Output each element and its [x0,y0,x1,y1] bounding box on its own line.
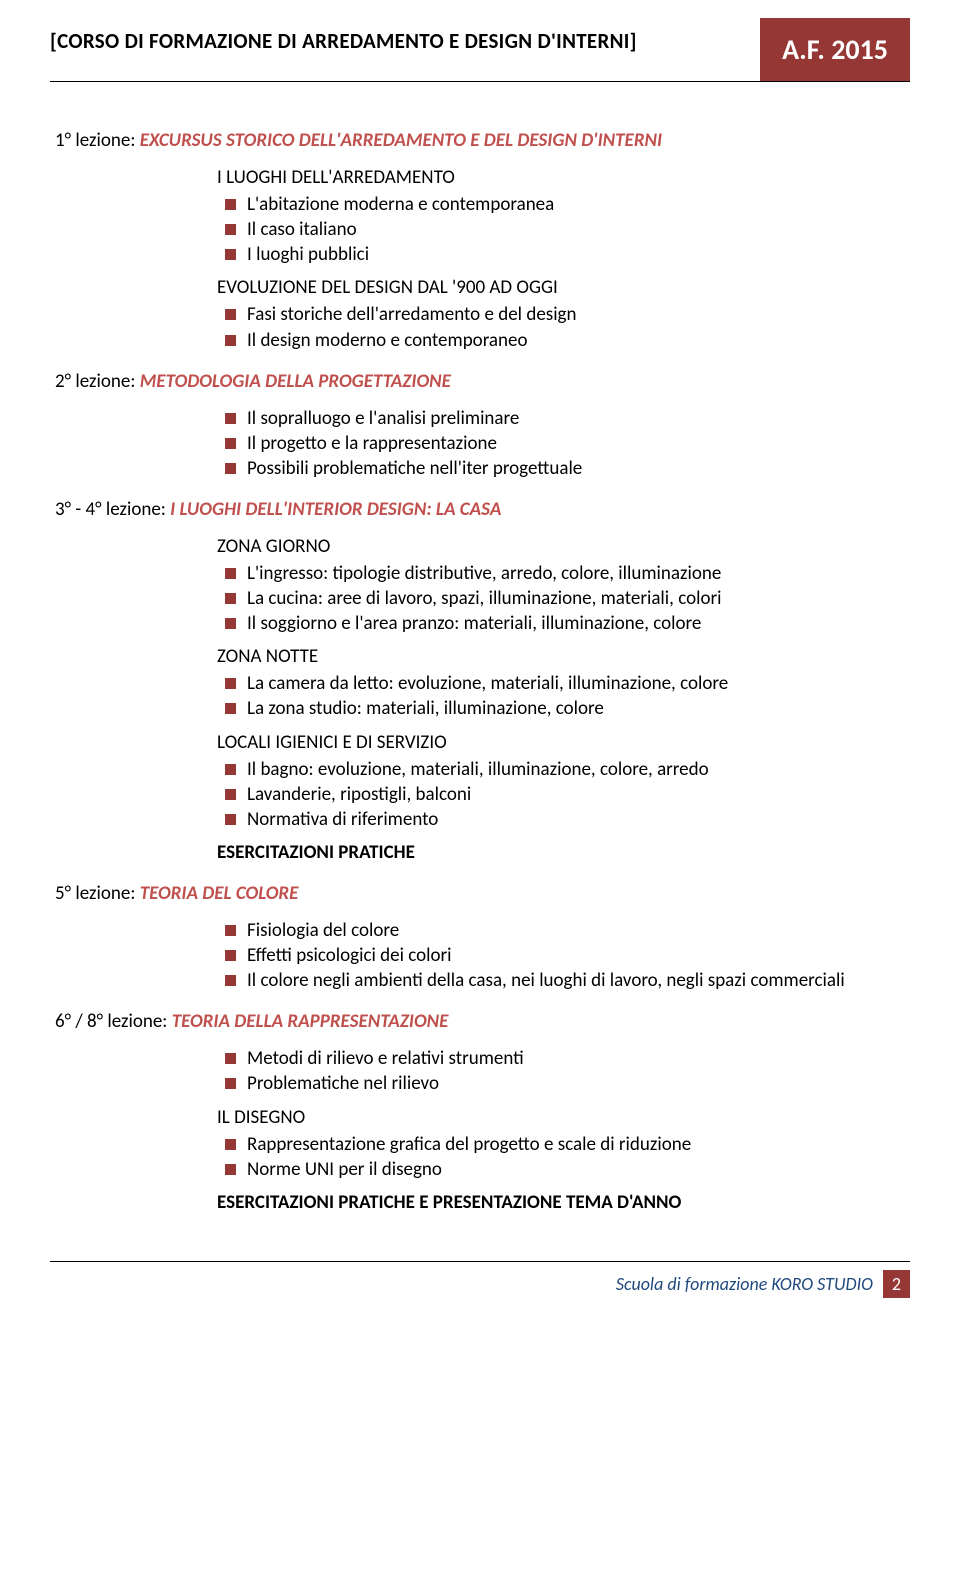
list-item: Normativa di riferimento [217,807,905,832]
lesson-label: 6° / 8° lezione: [55,1010,172,1033]
list-item: I luoghi pubblici [217,242,905,267]
list-item: Problematiche nel rilievo [217,1071,905,1096]
footer-text: Scuola di formazione KORO STUDIO [616,1273,873,1295]
lesson-title: EXCURSUS STORICO DELL'ARREDAMENTO E DEL … [140,129,662,152]
lesson-title: TEORIA DELLA RAPPRESENTAZIONE [172,1010,449,1033]
section-heading: EVOLUZIONE DEL DESIGN DAL '900 AD OGGI [217,275,905,300]
lesson-heading-5: 5° lezione: TEORIA DEL COLORE [55,881,905,906]
list-item: La camera da letto: evoluzione, material… [217,671,905,696]
bullet-list: L'abitazione moderna e contemporanea Il … [217,192,905,267]
list-item: Il soggiorno e l'area pranzo: materiali,… [217,611,905,636]
list-item: Lavanderie, ripostigli, balconi [217,782,905,807]
list-item: Il bagno: evoluzione, materiali, illumin… [217,757,905,782]
list-item: Effetti psicologici dei colori [217,943,905,968]
list-item: Il colore negli ambienti della casa, nei… [217,968,905,993]
section-heading-bold: ESERCITAZIONI PRATICHE [217,840,905,865]
bullet-list: L'ingresso: tipologie distributive, arre… [217,561,905,636]
list-item: Rappresentazione grafica del progetto e … [217,1132,905,1157]
lesson-title: METODOLOGIA DELLA PROGETTAZIONE [140,370,451,393]
lesson-heading-2: 2° lezione: METODOLOGIA DELLA PROGETTAZI… [55,369,905,394]
document-footer: Scuola di formazione KORO STUDIO 2 [0,1261,960,1320]
lesson-heading-6-8: 6° / 8° lezione: TEORIA DELLA RAPPRESENT… [55,1009,905,1034]
section-heading: ZONA GIORNO [217,534,905,559]
lesson-label: 1° lezione: [55,129,140,152]
bullet-list: Il bagno: evoluzione, materiali, illumin… [217,757,905,832]
bullet-list: Rappresentazione grafica del progetto e … [217,1132,905,1182]
bullet-list: Metodi di rilievo e relativi strumenti P… [217,1046,905,1096]
lesson-heading-3-4: 3° - 4° lezione: I LUOGHI DELL'INTERIOR … [55,497,905,522]
lesson-label: 2° lezione: [55,370,140,393]
lesson-6-8-sections: Metodi di rilievo e relativi strumenti P… [217,1046,905,1214]
bullet-list: La camera da letto: evoluzione, material… [217,671,905,721]
document-title: [CORSO DI FORMAZIONE DI ARREDAMENTO E DE… [50,18,752,81]
lesson-2-section: Il sopralluogo e l'analisi preliminare I… [217,406,905,481]
list-item: La zona studio: materiali, illuminazione… [217,696,905,721]
list-item: La cucina: aree di lavoro, spazi, illumi… [217,586,905,611]
page-number: 2 [883,1270,910,1298]
bullet-list: Fasi storiche dell'arredamento e del des… [217,302,905,352]
list-item: Fisiologia del colore [217,918,905,943]
list-item: Il sopralluogo e l'analisi preliminare [217,406,905,431]
lesson-label: 3° - 4° lezione: [55,498,170,521]
document-body: 1° lezione: EXCURSUS STORICO DELL'ARREDA… [0,82,960,1215]
bullet-list: Il sopralluogo e l'analisi preliminare I… [217,406,905,481]
list-item: Il caso italiano [217,217,905,242]
lesson-heading-1: 1° lezione: EXCURSUS STORICO DELL'ARREDA… [55,128,905,153]
document-year-badge: A.F. 2015 [760,18,910,81]
lesson-label: 5° lezione: [55,882,140,905]
lesson-3-4-sections: ZONA GIORNO L'ingresso: tipologie distri… [217,534,905,865]
lesson-title: I LUOGHI DELL'INTERIOR DESIGN: LA CASA [170,498,501,521]
list-item: Il progetto e la rappresentazione [217,431,905,456]
section-heading: IL DISEGNO [217,1105,905,1130]
footer-divider [50,1261,910,1262]
section-heading: ZONA NOTTE [217,644,905,669]
list-item: Il design moderno e contemporaneo [217,328,905,353]
section-heading: LOCALI IGIENICI E DI SERVIZIO [217,730,905,755]
document-header: [CORSO DI FORMAZIONE DI ARREDAMENTO E DE… [0,0,960,81]
section-heading: I LUOGHI DELL'ARREDAMENTO [217,165,905,190]
list-item: Metodi di rilievo e relativi strumenti [217,1046,905,1071]
list-item: L'ingresso: tipologie distributive, arre… [217,561,905,586]
lesson-1-section-1: I LUOGHI DELL'ARREDAMENTO L'abitazione m… [217,165,905,353]
footer-content: Scuola di formazione KORO STUDIO 2 [0,1270,960,1320]
list-item: Possibili problematiche nell'iter proget… [217,456,905,481]
list-item: Norme UNI per il disegno [217,1157,905,1182]
bullet-list: Fisiologia del colore Effetti psicologic… [217,918,905,993]
section-heading-bold: ESERCITAZIONI PRATICHE E PRESENTAZIONE T… [217,1190,905,1215]
lesson-5-section: Fisiologia del colore Effetti psicologic… [217,918,905,993]
list-item: Fasi storiche dell'arredamento e del des… [217,302,905,327]
list-item: L'abitazione moderna e contemporanea [217,192,905,217]
lesson-title: TEORIA DEL COLORE [140,882,299,905]
